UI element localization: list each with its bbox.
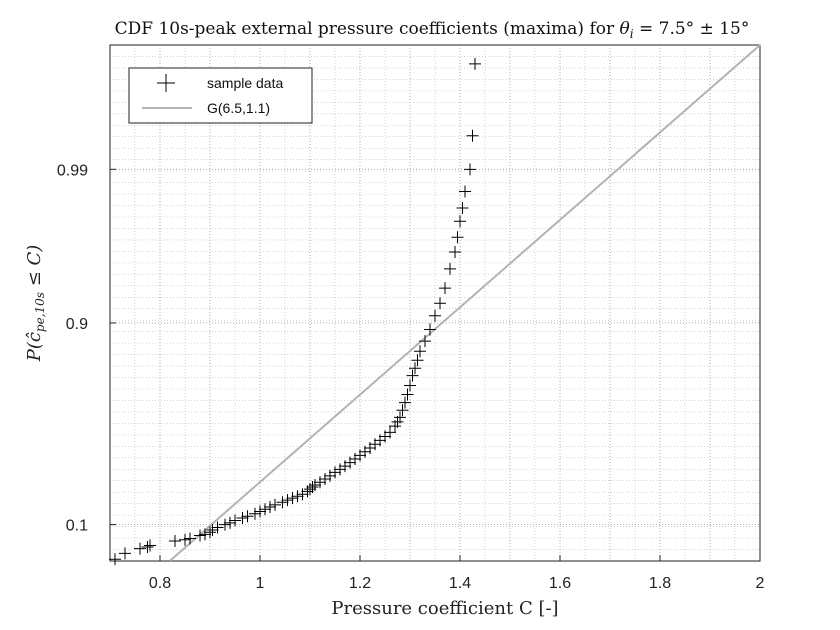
data-point — [276, 496, 289, 509]
x-tick-label: 0.8 — [149, 575, 171, 592]
data-point — [309, 478, 321, 491]
data-point — [194, 529, 206, 542]
data-point — [229, 514, 241, 527]
data-point — [414, 345, 426, 358]
data-point — [404, 379, 416, 392]
data-point — [264, 501, 276, 514]
x-tick-label: 1.2 — [349, 575, 371, 592]
data-point — [224, 516, 236, 529]
y-axis-ticks: 0.1 0.9 0.99 — [57, 162, 116, 535]
data-point — [319, 472, 331, 485]
data-point — [141, 541, 154, 554]
data-point — [219, 518, 231, 531]
x-tick-label: 1.6 — [549, 575, 571, 592]
data-point — [179, 533, 191, 546]
data-point — [199, 528, 211, 541]
data-point — [411, 354, 424, 367]
data-point — [409, 362, 421, 375]
y-tick-label: 0.1 — [66, 518, 88, 535]
data-point — [406, 369, 419, 382]
data-point — [206, 524, 219, 537]
data-point — [384, 426, 396, 439]
data-point — [466, 129, 479, 142]
plot-frame — [109, 44, 761, 562]
data-point — [144, 539, 156, 552]
data-point — [314, 476, 326, 489]
data-point — [394, 411, 406, 424]
y-tick-label: 0.99 — [57, 162, 88, 179]
fit-line — [169, 44, 761, 562]
data-point — [396, 404, 409, 417]
series-sample-data — [109, 57, 481, 566]
data-point — [451, 231, 464, 244]
data-point — [109, 553, 121, 566]
legend-label-fit: G(6.5,1.1) — [207, 100, 270, 116]
data-point — [429, 309, 441, 322]
data-point — [456, 202, 469, 215]
data-point — [211, 521, 224, 534]
x-axis-label: Pressure coefficient C [-] — [331, 598, 558, 619]
data-point — [291, 490, 304, 503]
legend-marker-sample — [157, 74, 175, 92]
data-point — [306, 480, 319, 493]
data-point — [169, 534, 181, 547]
grid — [109, 45, 761, 561]
data-point — [469, 57, 481, 70]
data-point — [249, 507, 261, 520]
data-point — [419, 335, 431, 348]
x-tick-label: 1 — [256, 575, 265, 592]
data-point — [119, 547, 131, 560]
data-point — [236, 511, 249, 524]
x-tick-label: 2 — [756, 575, 765, 592]
legend-box — [128, 67, 313, 124]
data-point — [281, 494, 294, 507]
data-point — [424, 323, 436, 336]
data-point — [401, 388, 414, 401]
y-tick-label: 0.9 — [66, 316, 88, 333]
data-point — [184, 532, 196, 545]
y-axis-label: P(ĉpe,10s ≤ C) — [24, 245, 47, 363]
data-point — [444, 262, 456, 275]
data-point — [334, 463, 346, 476]
data-point — [449, 246, 461, 259]
series-fit-line — [169, 44, 761, 562]
data-point — [286, 492, 299, 505]
data-point — [439, 282, 451, 295]
data-point — [329, 466, 341, 479]
data-point — [399, 396, 411, 409]
data-point — [269, 498, 281, 511]
x-tick-label: 1.4 — [449, 575, 471, 592]
x-axis-ticks: 0.8 1 1.2 1.4 1.6 1.8 2 — [149, 555, 765, 592]
x-tick-label: 1.8 — [649, 575, 671, 592]
data-point — [296, 488, 309, 501]
data-point — [454, 215, 466, 228]
legend-label-sample: sample data — [207, 75, 283, 91]
legend: sample data G(6.5,1.1) — [128, 67, 313, 124]
chart-title: CDF 10s-peak external pressure coefficie… — [115, 19, 750, 41]
data-point — [464, 163, 476, 176]
data-point — [204, 526, 216, 539]
data-point — [459, 185, 471, 198]
data-point — [254, 505, 266, 518]
data-point — [259, 503, 271, 516]
data-point — [241, 510, 254, 523]
data-point — [134, 542, 146, 555]
data-point — [434, 297, 446, 310]
